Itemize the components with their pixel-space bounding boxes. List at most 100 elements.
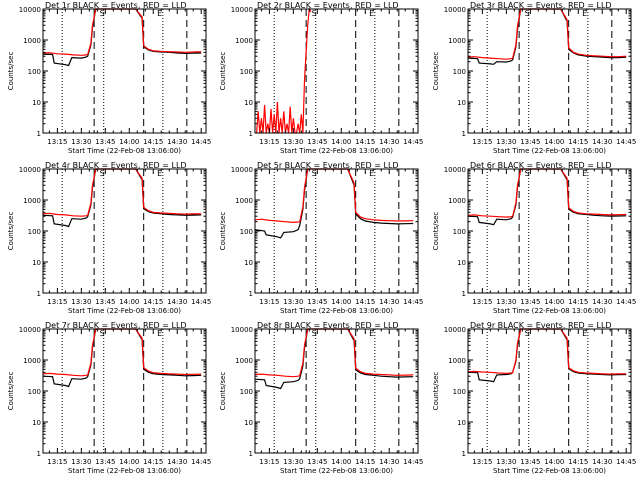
y-tick-label: 1 [37, 130, 41, 138]
y-tick-label: 100 [240, 228, 253, 236]
x-tick-label: 13:30 [283, 298, 303, 306]
x-tick-label: 14:45 [403, 138, 423, 146]
y-tick-label: 1 [249, 290, 253, 298]
series-line [254, 168, 414, 224]
x-tick-label: 14:15 [568, 458, 588, 466]
series-line [42, 8, 202, 67]
x-tick-label: 14:30 [592, 298, 612, 306]
x-tick-label: 14:15 [143, 298, 163, 306]
x-tick-label: 13:30 [496, 298, 516, 306]
y-tick-label: 10 [457, 99, 466, 107]
y-tick-label: 10000 [444, 6, 466, 14]
plot-frame [42, 328, 207, 454]
x-tick-label: 13:15 [259, 458, 279, 466]
y-tick-label: 100 [240, 68, 253, 76]
y-tick-label: 10000 [231, 326, 253, 334]
y-tick-label: 1000 [235, 37, 253, 45]
y-tick-label: 100 [240, 388, 253, 396]
x-tick-label: 13:30 [496, 458, 516, 466]
y-axis-label: Counts/sec [432, 372, 440, 411]
series-line [256, 6, 312, 134]
panel-title: Det 3r BLACK = Events, RED = LLD [470, 1, 612, 10]
y-axis-label: Counts/sec [7, 372, 15, 411]
x-tick-label: 14:30 [379, 138, 399, 146]
x-tick-label: 13:15 [472, 298, 492, 306]
series-line [254, 168, 414, 239]
detector-panel: 1 10 100 1000 10000 13:15 13:30 13:45 14:00 14:15… [432, 161, 636, 315]
x-tick-label: 14:45 [403, 458, 423, 466]
x-tick-label: 13:45 [95, 458, 115, 466]
x-tick-label: 14:30 [592, 458, 612, 466]
x-tick-label: 14:15 [355, 298, 375, 306]
x-tick-label: 13:15 [47, 458, 67, 466]
x-tick-label: 13:45 [95, 298, 115, 306]
flare-marker-label: E [157, 9, 162, 18]
flare-marker-label: S [525, 9, 530, 18]
flare-marker-label: E [582, 169, 587, 178]
series-line [42, 168, 202, 228]
x-axis-label: Start Time (22-Feb-08 13:06:00) [280, 147, 393, 155]
x-tick-label: 14:45 [191, 458, 211, 466]
x-tick-label: 14:30 [379, 458, 399, 466]
x-tick-label: 14:30 [167, 138, 187, 146]
panel-title: Det 9r BLACK = Events, RED = LLD [470, 321, 612, 330]
y-axis-label: Counts/sec [219, 212, 227, 251]
x-tick-label: 13:45 [520, 298, 540, 306]
y-tick-label: 1 [462, 130, 466, 138]
y-tick-label: 10000 [444, 326, 466, 334]
flare-marker-label: S [312, 169, 317, 178]
y-tick-label: 10 [244, 259, 253, 267]
plot-frame [254, 328, 419, 454]
panel-title: Det 1r BLACK = Events, RED = LLD [45, 1, 187, 10]
x-tick-label: 14:45 [616, 138, 636, 146]
flare-marker-label: S [100, 169, 105, 178]
x-tick-label: 13:45 [307, 458, 327, 466]
y-axis-label: Counts/sec [219, 52, 227, 91]
x-tick-label: 14:00 [544, 138, 564, 146]
x-tick-label: 14:00 [119, 298, 139, 306]
flare-marker-label: S [312, 9, 317, 18]
flare-marker-label: S [100, 329, 105, 338]
y-tick-label: 10000 [19, 326, 41, 334]
y-tick-label: 10000 [444, 166, 466, 174]
x-tick-label: 14:45 [191, 298, 211, 306]
y-tick-label: 1000 [448, 37, 466, 45]
y-tick-label: 1 [37, 450, 41, 458]
y-tick-label: 1000 [448, 197, 466, 205]
y-tick-label: 10 [32, 419, 41, 427]
x-tick-label: 14:30 [167, 298, 187, 306]
y-axis-label: Counts/sec [219, 372, 227, 411]
x-tick-label: 14:30 [592, 138, 612, 146]
y-tick-label: 100 [453, 68, 466, 76]
y-tick-label: 100 [28, 68, 41, 76]
x-tick-label: 14:00 [119, 138, 139, 146]
panel-title: Det 8r BLACK = Events, RED = LLD [257, 321, 399, 330]
x-tick-label: 13:30 [71, 138, 91, 146]
x-tick-label: 14:15 [143, 138, 163, 146]
x-tick-label: 14:30 [379, 298, 399, 306]
x-axis-label: Start Time (22-Feb-08 13:06:00) [493, 467, 606, 475]
series-line [254, 328, 414, 390]
x-tick-label: 14:00 [331, 298, 351, 306]
y-tick-label: 100 [28, 388, 41, 396]
x-tick-label: 14:45 [616, 298, 636, 306]
y-tick-label: 10000 [231, 166, 253, 174]
detector-panel: 1 10 100 1000 10000 13:15 13:30 13:45 14:00 14:15… [432, 321, 636, 475]
series-line [467, 328, 627, 375]
x-tick-label: 14:15 [568, 298, 588, 306]
detector-panel: 1 10 100 1000 10000 13:15 13:30 13:45 14:00 14:15… [432, 1, 636, 155]
y-tick-label: 1 [249, 130, 253, 138]
x-tick-label: 14:00 [331, 138, 351, 146]
y-tick-label: 1 [37, 290, 41, 298]
y-tick-label: 10 [32, 259, 41, 267]
y-tick-label: 1000 [23, 37, 41, 45]
flare-marker-label: E [369, 9, 374, 18]
y-tick-label: 1 [462, 290, 466, 298]
x-tick-label: 14:45 [191, 138, 211, 146]
flare-marker-label: S [525, 329, 530, 338]
x-axis-label: Start Time (22-Feb-08 13:06:00) [68, 307, 181, 315]
x-tick-label: 13:30 [71, 298, 91, 306]
x-tick-label: 14:15 [143, 458, 163, 466]
x-tick-label: 13:45 [520, 458, 540, 466]
